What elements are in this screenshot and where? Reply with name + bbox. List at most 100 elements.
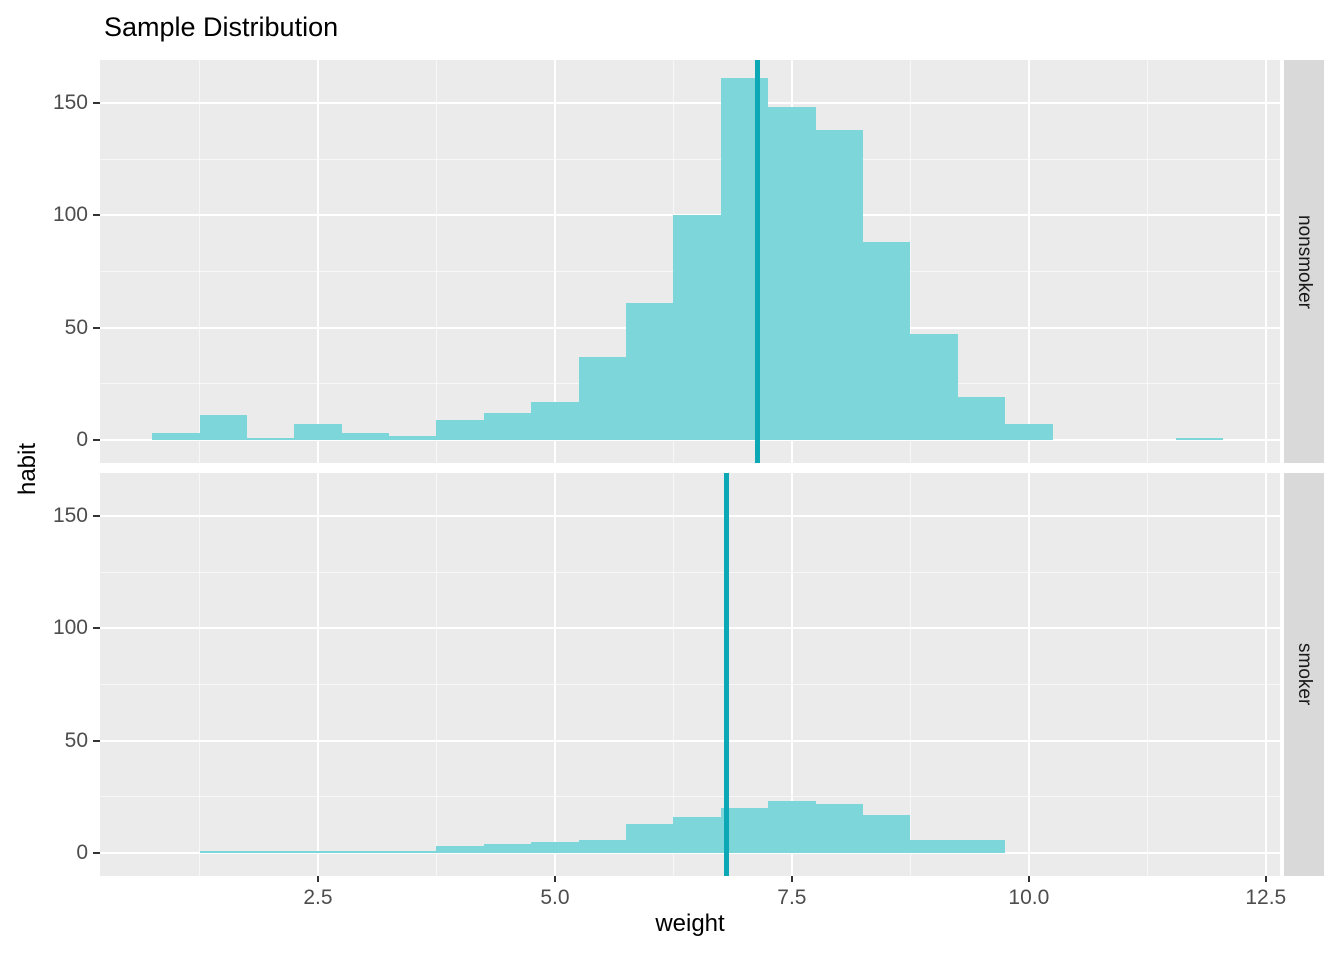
y-tick-mark [93,627,100,630]
gridline-major-vertical [1264,60,1267,463]
gridline-major-vertical [553,60,556,463]
gridline-major-vertical [1027,60,1030,463]
gridline-minor-horizontal [100,571,1280,573]
histogram-bar [483,413,532,440]
x-tick-label: 2.5 [303,886,333,909]
y-tick-mark [93,214,100,217]
histogram-bar [246,850,295,853]
histogram-bar [294,424,342,440]
y-tick-mark [93,739,100,742]
histogram-bar [199,415,247,440]
gridline-minor-horizontal [100,158,1280,160]
histogram-bar [483,844,532,853]
gridline-major-horizontal [100,627,1280,630]
histogram-bar [910,839,958,853]
y-tick-label: 150 [52,504,88,527]
histogram-bar [246,437,295,440]
histogram-bar [152,433,200,440]
y-tick-mark [93,102,100,104]
x-tick-label: 5.0 [540,886,570,909]
facet-strip-label: nonsmoker [1294,214,1315,309]
histogram-bar [673,215,721,440]
x-tick-mark [553,876,556,882]
gridline-minor-vertical [435,60,437,463]
gridline-major-horizontal [100,439,1280,441]
histogram-bar [720,78,769,440]
gridline-major-horizontal [100,739,1280,742]
histogram-bar [578,839,626,853]
gridline-minor-horizontal [100,796,1280,798]
gridline-minor-vertical [199,60,201,463]
gridline-minor-vertical [909,60,911,463]
histogram-bar [531,401,579,440]
y-tick-label: 150 [52,91,88,114]
histogram-bar [957,397,1006,440]
histogram-bar [910,334,958,440]
y-tick-label: 50 [64,315,88,339]
gridline-major-horizontal [100,515,1280,517]
histogram-bar [862,814,911,853]
histogram-bar [862,242,911,440]
gridline-major-vertical [1264,473,1267,876]
gridline-minor-horizontal [100,684,1280,685]
gridline-major-vertical [316,473,319,876]
y-tick-mark [93,852,100,854]
gridline-minor-vertical [1146,60,1148,463]
histogram-bar [436,846,484,853]
x-tick-label: 7.5 [777,886,807,909]
y-tick-label: 100 [52,203,88,227]
x-tick-label: 10.0 [1008,886,1050,909]
histogram-bar [626,823,674,853]
histogram-bar [626,302,674,440]
gridline-major-horizontal [100,102,1280,104]
gridline-major-vertical [316,60,319,463]
facet-strip-smoker: smoker [1284,473,1324,876]
facet-strip-label: smoker [1294,643,1315,706]
histogram-bar [673,817,721,853]
histogram-bar [531,841,579,853]
x-tick-mark [316,876,319,882]
gridline-minor-vertical [672,473,674,876]
histogram-bar [957,839,1006,853]
histogram-bar [199,850,247,853]
histogram-bar [389,435,437,440]
y-tick-label: 0 [76,428,88,451]
gridline-major-vertical [553,473,556,876]
histogram-bar [1005,424,1053,440]
x-tick-mark [1264,876,1267,882]
mean-line [755,60,761,463]
histogram-bar [294,850,342,853]
histogram-bar [436,419,484,440]
y-tick-mark [93,515,100,517]
chart-title: Sample Distribution [104,12,339,42]
y-tick-label: 50 [64,728,88,752]
histogram-bar [341,433,390,440]
facet-panel-nonsmoker [100,60,1280,463]
y-tick-mark [93,439,100,441]
gridline-minor-vertical [1146,473,1148,876]
mean-line [723,473,729,876]
histogram-bar [389,850,437,853]
histogram-bar [768,801,816,853]
histogram-bar [768,107,816,440]
histogram-bar [815,129,863,440]
histogram-bar [815,803,863,853]
y-tick-label: 100 [52,616,88,640]
y-tick-label: 0 [76,841,88,864]
x-tick-mark [790,876,793,882]
gridline-minor-vertical [909,473,911,876]
facet-panel-smoker [100,473,1280,876]
gridline-major-vertical [1027,473,1030,876]
x-tick-label: 12.5 [1245,886,1287,909]
gridline-major-horizontal [100,852,1280,854]
gridline-major-vertical [790,473,793,876]
histogram-bar [578,356,626,440]
x-tick-mark [1027,876,1030,882]
gridline-minor-vertical [435,473,437,876]
y-tick-mark [93,326,100,329]
histogram-bar [341,850,390,853]
facet-strip-nonsmoker: nonsmoker [1284,60,1324,463]
histogram-bar [1175,437,1224,440]
x-axis-label: weight [655,910,725,937]
